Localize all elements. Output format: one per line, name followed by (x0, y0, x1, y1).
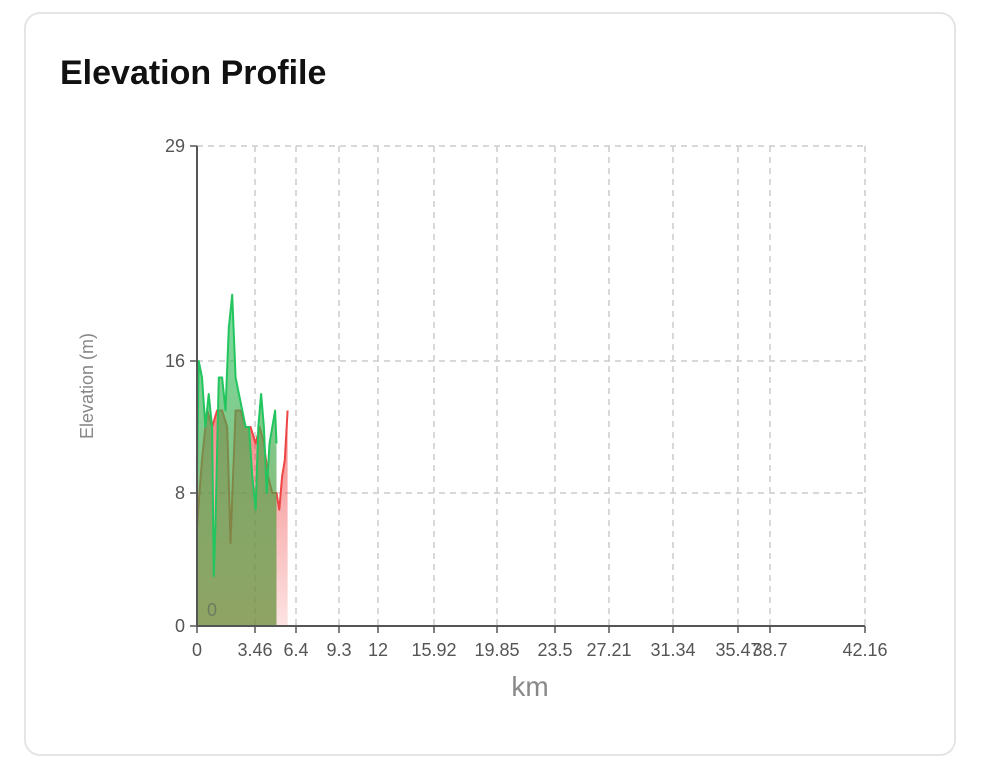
x-tick-label: 0 (192, 640, 202, 660)
x-axis-label: km (511, 671, 548, 702)
x-tick-label: 19.85 (474, 640, 519, 660)
x-tick-label: 23.5 (537, 640, 572, 660)
axes (196, 146, 865, 627)
y-tick-label: 0 (175, 616, 185, 636)
y-axis-ticks: 0 8 16 29 (165, 136, 197, 636)
x-tick-label: 31.34 (650, 640, 695, 660)
x-tick-label: 12 (368, 640, 388, 660)
x-tick-label: 9.3 (326, 640, 351, 660)
x-tick-label: 3.46 (237, 640, 272, 660)
x-tick-label: 35.47 (715, 640, 760, 660)
chart-annotation: 0 (207, 600, 217, 620)
chart-title: Elevation Profile (60, 54, 327, 92)
x-tick-label: 27.21 (586, 640, 631, 660)
grid-lines (197, 145, 866, 626)
series-green-line (196, 293, 278, 578)
series-green-area (197, 294, 277, 626)
x-tick-label: 6.4 (283, 640, 308, 660)
x-axis-ticks: 0 3.46 6.4 9.3 12 15.92 19.85 23.5 27.21 31.34 35.… (192, 626, 888, 660)
y-axis-label: Elevation (m) (77, 333, 97, 439)
y-tick-label: 8 (175, 483, 185, 503)
y-tick-label: 16 (165, 351, 185, 371)
x-tick-label: 38.7 (752, 640, 787, 660)
x-tick-label: 42.16 (842, 640, 887, 660)
y-tick-label: 29 (165, 136, 185, 156)
series-layer (196, 293, 289, 626)
elevation-card: Elevation Profile (24, 12, 956, 756)
x-tick-label: 15.92 (411, 640, 456, 660)
